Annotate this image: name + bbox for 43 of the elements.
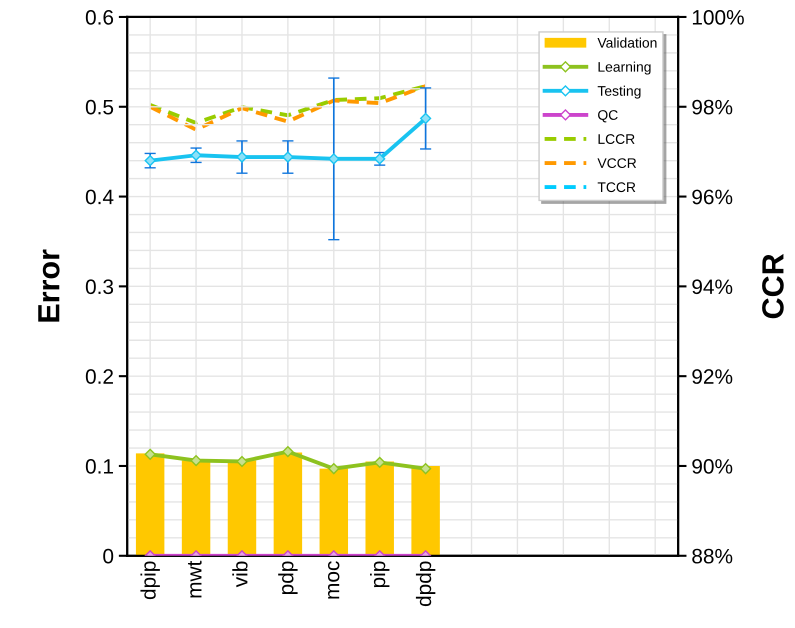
bar (228, 460, 256, 556)
bar (274, 452, 302, 556)
legend-label: LCCR (598, 134, 635, 144)
y-tick-label: 0.5 (86, 100, 114, 115)
bar (136, 453, 164, 556)
point (236, 151, 248, 163)
y2-tick-label: 90% (692, 458, 732, 474)
legend-label: Learning (598, 62, 651, 75)
y-tick-label: 0.4 (86, 190, 114, 204)
x-tick-label: pdp (278, 562, 298, 594)
legend-label: VCCR (597, 158, 636, 168)
x-tick-label: dpdp (416, 562, 436, 606)
y2-tick-label: 100% (692, 10, 744, 25)
legend-label: QC (598, 110, 618, 122)
x-tick-label: vib (232, 562, 248, 588)
legend-label: Testing (598, 86, 641, 99)
bar (365, 461, 394, 556)
bar (320, 468, 348, 556)
y2-tick-label: 96% (692, 190, 732, 204)
y-tick-label: 0.1 (86, 458, 113, 474)
legend-label: Validation (597, 38, 656, 48)
y2-tick-label: 92% (692, 369, 732, 384)
point (328, 153, 340, 164)
y-tick-label: 0.2 (86, 369, 113, 384)
point (190, 150, 202, 161)
point (420, 112, 432, 124)
bar (182, 460, 210, 556)
y-tick-label: 0.6 (86, 10, 114, 25)
x-tick-label: mwt (188, 560, 202, 598)
y2-tick-label: 88% (692, 548, 732, 564)
x-tick-label: pip (370, 562, 390, 588)
y-tick-label: 0 (103, 548, 114, 564)
point (282, 151, 294, 163)
y-axis-title: Error (38, 249, 60, 322)
legend-label: TCCR (598, 182, 636, 192)
x-tick-label: moc (328, 561, 340, 599)
y2-tick-label: 98% (692, 100, 732, 115)
bar (411, 466, 440, 556)
y-tick-label: 0.3 (86, 279, 114, 294)
x-tick-label: dpip (140, 562, 160, 600)
y2-tick-label: 94% (692, 279, 732, 294)
point (144, 155, 156, 166)
y2-axis-title: CCR (762, 254, 784, 318)
